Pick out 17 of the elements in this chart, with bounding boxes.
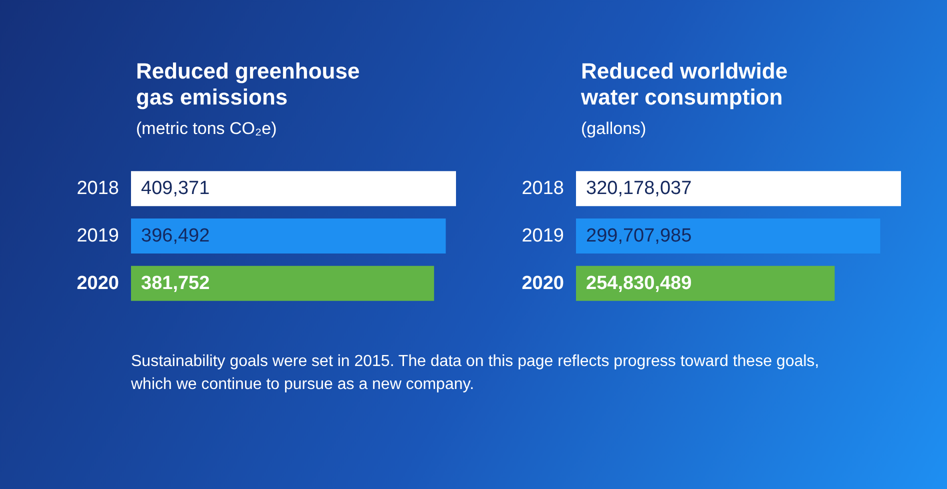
y-tick-label: 2018	[76, 178, 119, 200]
y-tick-label: 2019	[522, 226, 564, 246]
y-tick-label: 2020	[522, 272, 564, 294]
text: Sustainability goals were set in 2015. The data on this page reflects progress toward these goals, which we continue to pursue as a new company.	[131, 352, 820, 395]
data-label: 320,178,037	[586, 178, 692, 200]
chart-subtitle: (gallons)	[581, 119, 646, 138]
y-tick-label: 2020	[76, 272, 119, 294]
data-label: 409,371	[141, 178, 210, 200]
data-label: 299,707,985	[586, 226, 692, 246]
data-label: 396,492	[141, 226, 210, 246]
data-label: 254,830,489	[586, 272, 692, 294]
chart-title: Reduced worldwide water consumption	[580, 58, 788, 110]
y-tick-label: 2019	[76, 226, 119, 246]
y-tick-label: 2018	[522, 178, 564, 200]
chart-title: Reduced greenhouse gas emissions	[136, 58, 360, 110]
chart-subtitle: (metric tons CO₂e)	[136, 119, 277, 138]
data-label: 381,752	[141, 272, 210, 294]
